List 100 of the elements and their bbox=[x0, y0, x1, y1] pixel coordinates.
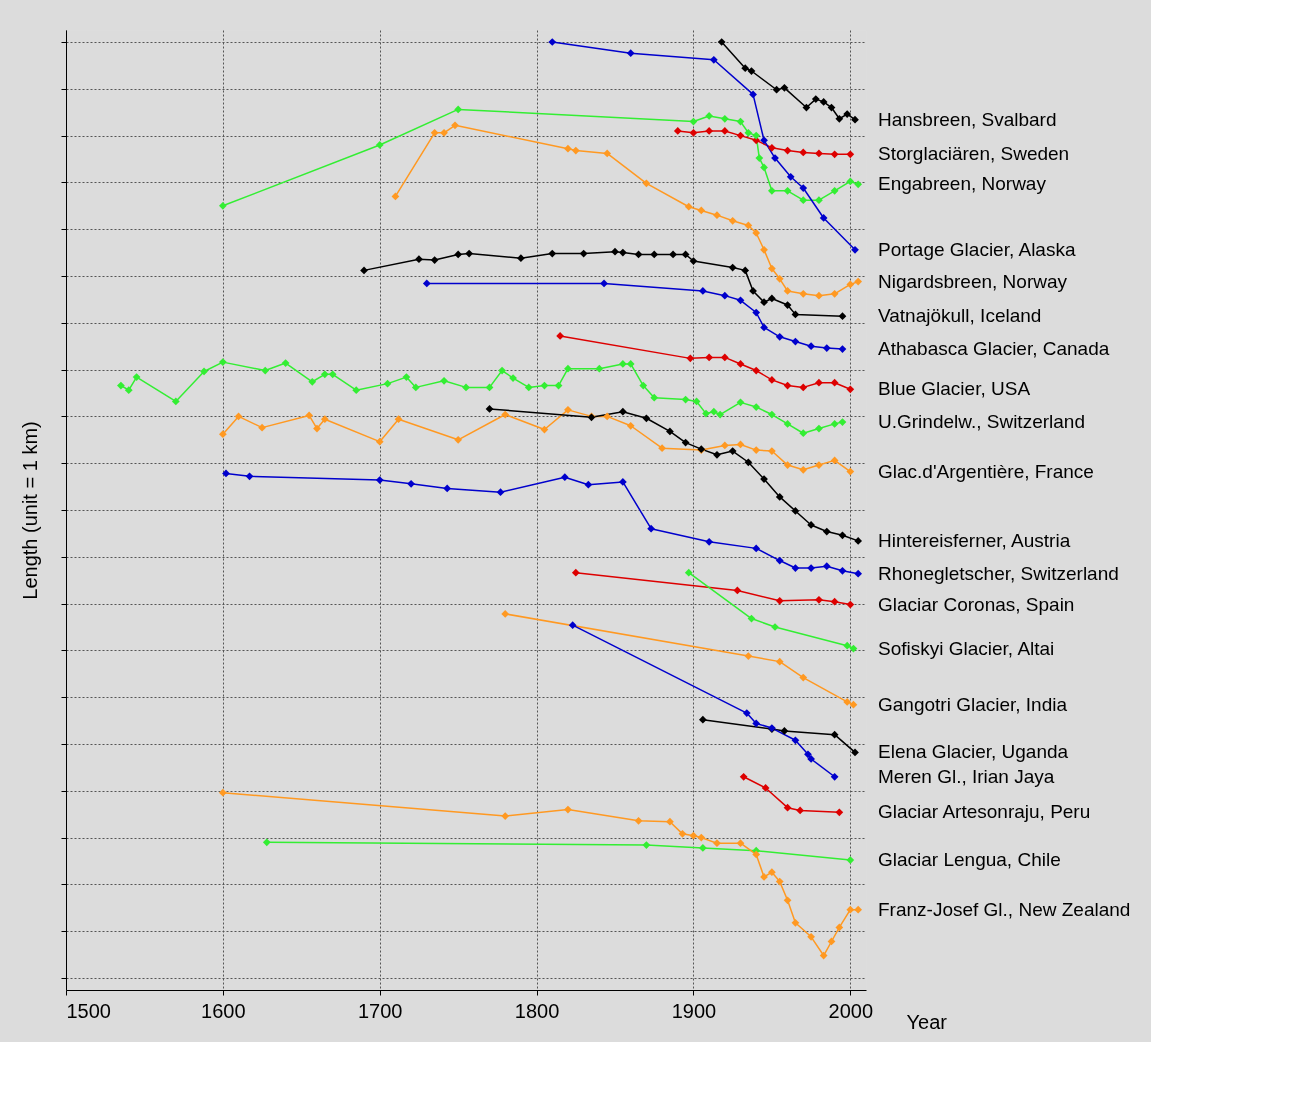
point bbox=[854, 569, 863, 578]
point bbox=[394, 415, 403, 424]
point bbox=[799, 148, 808, 157]
series-label: Rhonegletscher, Switzerland bbox=[878, 562, 1119, 584]
x-tick-label: 1700 bbox=[357, 999, 403, 1022]
point bbox=[749, 90, 757, 99]
point bbox=[736, 398, 745, 407]
point bbox=[713, 450, 721, 459]
point bbox=[815, 291, 823, 300]
point bbox=[815, 196, 823, 205]
point bbox=[642, 414, 651, 423]
point bbox=[548, 38, 557, 46]
point bbox=[744, 221, 753, 230]
point bbox=[819, 951, 828, 960]
point bbox=[799, 289, 808, 298]
point bbox=[783, 301, 792, 309]
point bbox=[352, 386, 361, 395]
point bbox=[618, 248, 627, 257]
point bbox=[720, 127, 729, 135]
point bbox=[717, 38, 726, 46]
point bbox=[830, 456, 839, 465]
point bbox=[804, 750, 812, 759]
point bbox=[485, 383, 494, 392]
point bbox=[713, 839, 721, 848]
point bbox=[775, 493, 784, 501]
point bbox=[548, 249, 557, 258]
point bbox=[666, 817, 674, 826]
point bbox=[524, 383, 533, 392]
point bbox=[780, 727, 789, 735]
point bbox=[556, 332, 564, 340]
point bbox=[705, 353, 714, 362]
point bbox=[760, 245, 768, 254]
point bbox=[281, 359, 290, 367]
point bbox=[440, 128, 448, 137]
point bbox=[454, 105, 463, 114]
point bbox=[744, 458, 753, 467]
point bbox=[375, 437, 384, 446]
point bbox=[815, 149, 823, 158]
series-label: Nigardsbreen, Norway bbox=[878, 270, 1068, 292]
point bbox=[783, 461, 792, 469]
point bbox=[752, 446, 761, 454]
point bbox=[830, 150, 839, 159]
point bbox=[328, 370, 337, 379]
point bbox=[684, 202, 693, 211]
point bbox=[760, 323, 768, 332]
point bbox=[807, 521, 815, 529]
point bbox=[775, 332, 784, 341]
point bbox=[501, 410, 510, 419]
point bbox=[728, 263, 737, 272]
point bbox=[698, 715, 707, 724]
point bbox=[465, 249, 474, 258]
point bbox=[650, 250, 659, 259]
point bbox=[815, 595, 823, 604]
series-label: Glaciar Lengua, Chile bbox=[878, 849, 1061, 871]
point bbox=[775, 556, 784, 565]
point bbox=[600, 279, 608, 288]
point bbox=[360, 266, 368, 275]
point bbox=[830, 597, 839, 606]
point bbox=[603, 149, 612, 158]
series-label: U.Grindelw., Switzerland bbox=[878, 411, 1085, 433]
point bbox=[218, 201, 227, 210]
series-label: Sofiskyi Glacier, Altai bbox=[878, 637, 1055, 659]
point bbox=[375, 476, 384, 484]
point bbox=[742, 709, 751, 717]
point bbox=[720, 291, 729, 300]
point bbox=[702, 409, 710, 418]
point bbox=[838, 531, 847, 540]
point bbox=[498, 366, 506, 375]
point bbox=[673, 127, 682, 135]
point bbox=[741, 64, 750, 73]
point bbox=[689, 831, 698, 840]
point bbox=[222, 469, 230, 478]
point bbox=[564, 144, 572, 153]
point bbox=[626, 421, 635, 430]
point bbox=[501, 812, 510, 820]
point bbox=[775, 877, 784, 886]
point bbox=[618, 360, 627, 368]
point bbox=[666, 427, 674, 436]
point bbox=[713, 211, 721, 220]
x-tick-label: 1500 bbox=[66, 999, 111, 1022]
point bbox=[744, 128, 753, 137]
point bbox=[830, 420, 839, 428]
point bbox=[791, 564, 800, 572]
point bbox=[791, 507, 800, 515]
point bbox=[720, 353, 729, 362]
point bbox=[752, 719, 761, 728]
point bbox=[564, 805, 572, 814]
point bbox=[603, 412, 612, 421]
point bbox=[830, 186, 839, 195]
point bbox=[772, 85, 781, 94]
point bbox=[308, 377, 317, 386]
point bbox=[783, 896, 792, 905]
point bbox=[843, 698, 852, 706]
point bbox=[568, 621, 577, 629]
point bbox=[799, 184, 808, 192]
point bbox=[799, 383, 808, 392]
point bbox=[422, 279, 431, 288]
point bbox=[830, 289, 839, 298]
point bbox=[454, 250, 463, 259]
point bbox=[752, 544, 761, 553]
